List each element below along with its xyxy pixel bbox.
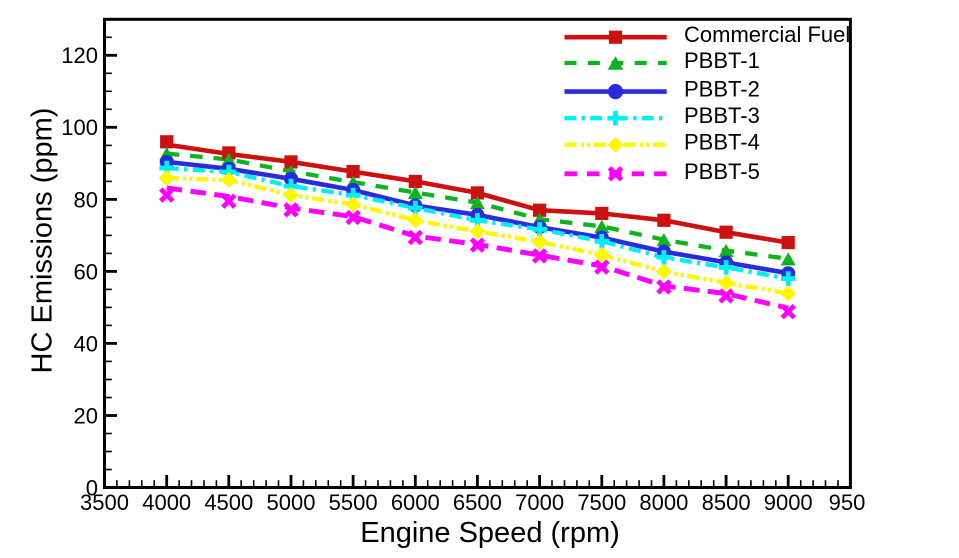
svg-text:5000: 5000 xyxy=(267,490,316,515)
svg-text:60: 60 xyxy=(74,259,98,284)
svg-text:7000: 7000 xyxy=(515,490,564,515)
svg-text:5500: 5500 xyxy=(329,490,378,515)
svg-text:PBBT-1: PBBT-1 xyxy=(684,48,760,73)
svg-text:3500: 3500 xyxy=(80,490,129,515)
svg-text:6500: 6500 xyxy=(453,490,502,515)
svg-text:9000: 9000 xyxy=(764,490,813,515)
svg-text:PBBT-4: PBBT-4 xyxy=(684,130,760,155)
svg-text:120: 120 xyxy=(61,43,98,68)
svg-text:7500: 7500 xyxy=(577,490,626,515)
svg-text:8500: 8500 xyxy=(702,490,751,515)
svg-text:0: 0 xyxy=(86,475,98,500)
svg-text:Commercial Fuel: Commercial Fuel xyxy=(684,22,850,47)
svg-text:80: 80 xyxy=(74,187,98,212)
svg-text:Engine Speed (rpm): Engine Speed (rpm) xyxy=(360,517,620,549)
svg-text:PBBT-2: PBBT-2 xyxy=(684,77,760,102)
svg-text:4000: 4000 xyxy=(142,490,191,515)
svg-text:20: 20 xyxy=(74,403,98,428)
svg-text:40: 40 xyxy=(74,331,98,356)
svg-text:PBBT-3: PBBT-3 xyxy=(684,103,760,128)
svg-text:100: 100 xyxy=(61,115,98,140)
svg-text:8000: 8000 xyxy=(639,490,688,515)
svg-text:4500: 4500 xyxy=(204,490,253,515)
svg-text:PBBT-5: PBBT-5 xyxy=(684,159,760,184)
svg-text:HC Emissions (ppm): HC Emissions (ppm) xyxy=(27,108,59,374)
svg-text:950: 950 xyxy=(829,490,866,515)
svg-text:6000: 6000 xyxy=(391,490,440,515)
